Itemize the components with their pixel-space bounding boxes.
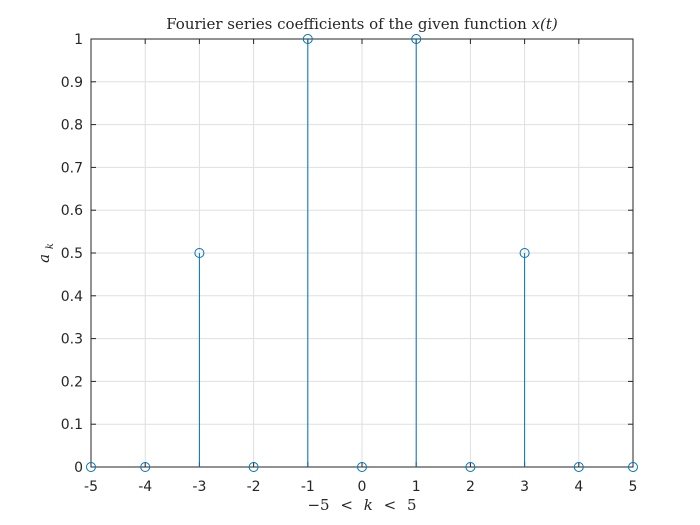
y-tick-label: 0.7 <box>61 160 83 176</box>
x-axis-label-lt2: < <box>384 496 397 514</box>
stem-marker <box>248 462 259 472</box>
y-axis-label-sub: k <box>45 243 56 249</box>
stem-marker <box>194 248 205 258</box>
chart-title-text: Fourier series coefficients of the given… <box>166 15 531 33</box>
x-axis-label-upper: 5 <box>407 496 417 514</box>
x-tick-label: -4 <box>138 479 152 495</box>
x-tick-label: 4 <box>574 479 583 495</box>
stem-marker <box>519 248 530 258</box>
y-axis-label: a k <box>35 243 56 263</box>
stem-marker <box>573 462 584 472</box>
x-axis-label-lower: −5 <box>307 496 329 514</box>
stem-marker <box>628 462 638 472</box>
x-axis-label-lt1: < <box>340 496 353 514</box>
x-axis-label-var: k <box>364 496 373 514</box>
y-tick-label: 0.2 <box>61 374 83 390</box>
x-tick-label: 5 <box>629 479 638 495</box>
y-tick-label: 0.8 <box>61 118 83 134</box>
stem-marker <box>86 462 96 472</box>
y-axis-label-base: a <box>35 254 53 263</box>
stem-marker <box>302 34 313 44</box>
y-tick-label: 0.5 <box>61 246 83 262</box>
stem-marker <box>465 462 476 472</box>
y-tick-label: 0.9 <box>61 75 83 91</box>
y-tick-label: 0.6 <box>61 203 83 219</box>
x-tick-label: -3 <box>192 479 206 495</box>
ticks <box>90 38 634 468</box>
markers <box>86 34 638 472</box>
grid <box>90 38 634 468</box>
x-tick-label: -5 <box>84 479 98 495</box>
chart-title-math: x(t) <box>532 15 558 33</box>
x-tick-labels: -5 -4 -3 -2 -1 0 1 2 3 4 5 <box>84 479 637 495</box>
y-tick-label: 0 <box>74 460 83 476</box>
x-tick-label: 0 <box>358 479 367 495</box>
y-tick-label: 1 <box>74 32 83 48</box>
x-tick-label: 2 <box>466 479 475 495</box>
x-tick-label: -1 <box>301 479 315 495</box>
stem-marker <box>411 34 422 44</box>
x-axis-label: −5 < k < 5 <box>307 496 416 514</box>
stems <box>198 39 526 467</box>
y-tick-label: 0.4 <box>61 289 83 305</box>
y-tick-labels: 0 0.1 0.2 0.3 0.4 0.5 0.6 0.7 0.8 0.9 1 <box>61 32 83 476</box>
y-tick-label: 0.1 <box>61 417 83 433</box>
stem-marker <box>357 462 367 472</box>
stem-marker <box>140 462 151 472</box>
x-tick-label: -2 <box>247 479 261 495</box>
x-tick-label: 1 <box>412 479 421 495</box>
x-tick-label: 3 <box>520 479 529 495</box>
chart-title: Fourier series coefficients of the given… <box>166 15 558 33</box>
y-tick-label: 0.3 <box>61 332 83 348</box>
